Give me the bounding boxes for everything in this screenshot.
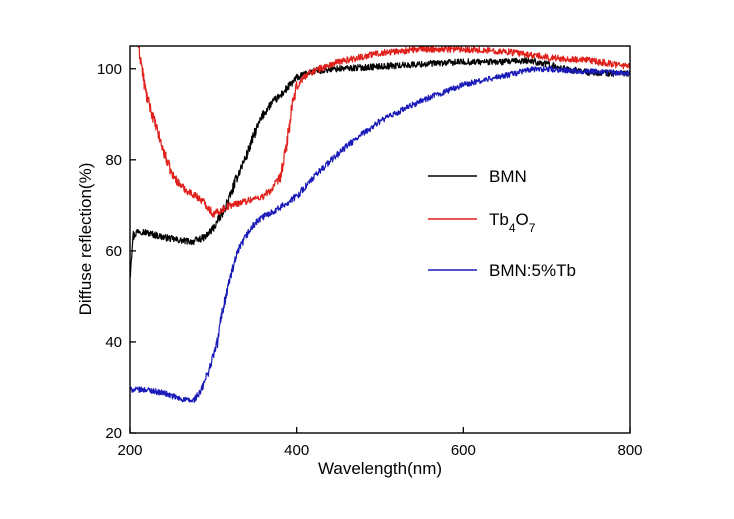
x-tick-label: 400 <box>284 442 309 459</box>
y-tick-label: 100 <box>97 61 122 78</box>
x-tick-label: 600 <box>451 442 476 459</box>
y-axis-label: Diffuse reflection(%) <box>76 163 95 316</box>
x-axis-ticks: 200 400 600 800 <box>117 427 643 459</box>
series-line-tb4o7 <box>137 46 630 218</box>
plot-frame <box>129 45 631 434</box>
x-tick-label: 200 <box>117 442 142 459</box>
y-tick-label: 20 <box>105 425 122 442</box>
legend-label-bmn-tb: BMN:5%Tb <box>489 261 576 280</box>
plot-area <box>130 46 630 403</box>
series-line-bmn-5-tb <box>130 65 630 403</box>
series-layer <box>130 46 630 403</box>
x-axis-label: Wavelength(nm) <box>318 459 442 478</box>
y-tick-label: 60 <box>105 243 122 260</box>
series-line-bmn <box>130 57 630 278</box>
legend-label-tb4o7: Tb4O7 <box>489 210 536 235</box>
x-tick-label: 800 <box>617 442 642 459</box>
y-tick-label: 40 <box>105 334 122 351</box>
legend-label-bmn: BMN <box>489 167 527 186</box>
y-tick-label: 80 <box>105 152 122 169</box>
y-axis-ticks: 20 40 60 80 100 <box>97 61 136 442</box>
legend: BMN Tb4O7 BMN:5%Tb <box>428 167 576 280</box>
